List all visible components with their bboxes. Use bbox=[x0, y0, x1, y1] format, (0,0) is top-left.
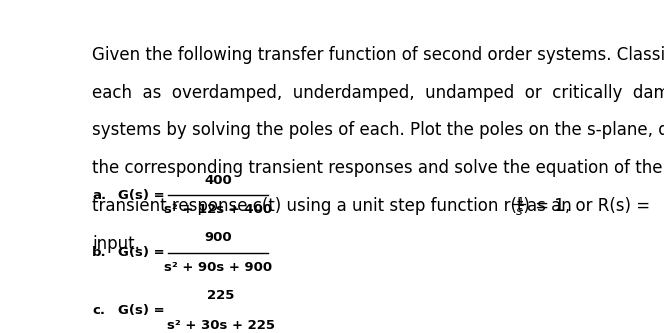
Text: 1: 1 bbox=[517, 196, 524, 209]
Text: transient response c(t) using a unit step function r(t) = 1, or R(s) =: transient response c(t) using a unit ste… bbox=[92, 197, 650, 215]
Text: s² + 90s + 900: s² + 90s + 900 bbox=[164, 261, 272, 274]
Text: G(s) =: G(s) = bbox=[118, 304, 165, 317]
Text: s: s bbox=[516, 205, 523, 218]
Text: G(s) =: G(s) = bbox=[118, 246, 165, 259]
Text: s² + 30s + 225: s² + 30s + 225 bbox=[167, 319, 275, 332]
Text: c.: c. bbox=[92, 304, 106, 317]
Text: each  as  overdamped,  underdamped,  undamped  or  critically  damped: each as overdamped, underdamped, undampe… bbox=[92, 84, 664, 102]
Text: input.: input. bbox=[92, 235, 140, 253]
Text: 900: 900 bbox=[205, 231, 232, 244]
Text: 400: 400 bbox=[205, 174, 232, 187]
Text: systems by solving the poles of each. Plot the poles on the s-plane, draw: systems by solving the poles of each. Pl… bbox=[92, 122, 664, 140]
Text: as an: as an bbox=[527, 197, 572, 215]
Text: b.: b. bbox=[92, 246, 107, 259]
Text: the corresponding transient responses and solve the equation of the: the corresponding transient responses an… bbox=[92, 160, 663, 177]
Text: G(s) =: G(s) = bbox=[118, 188, 165, 201]
Text: a.: a. bbox=[92, 188, 106, 201]
Text: Given the following transfer function of second order systems. Classify: Given the following transfer function of… bbox=[92, 46, 664, 64]
Text: 225: 225 bbox=[207, 289, 234, 302]
Text: s² + 12s + 400: s² + 12s + 400 bbox=[164, 203, 272, 216]
